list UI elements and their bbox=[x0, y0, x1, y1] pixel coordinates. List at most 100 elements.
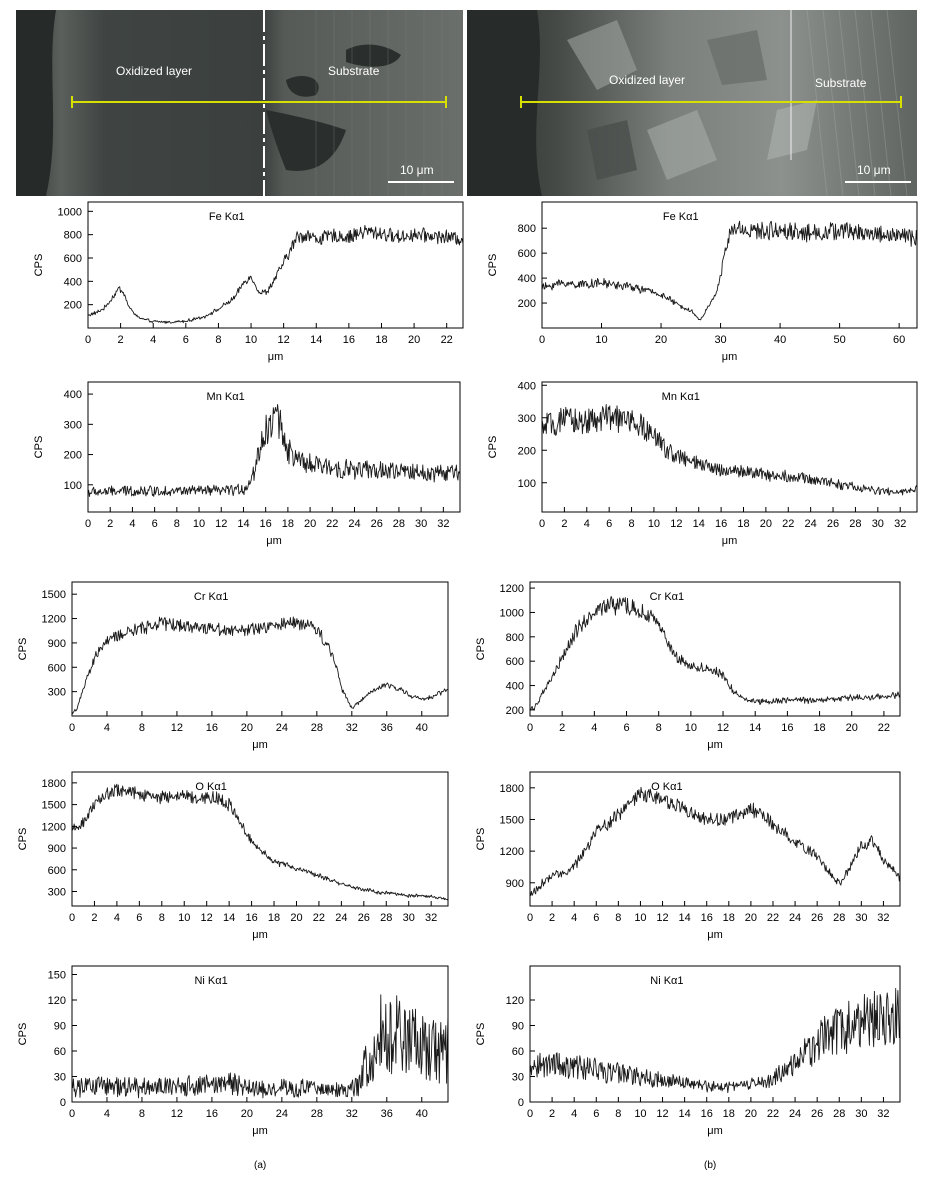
y-tick-label: 200 bbox=[518, 445, 536, 457]
caption-a: (a) bbox=[254, 1160, 267, 1171]
chart-title: Cr Kα1 bbox=[650, 591, 684, 603]
x-tick-label: 0 bbox=[527, 722, 533, 734]
x-tick-label: 32 bbox=[346, 1108, 358, 1120]
y-tick-label: 900 bbox=[48, 843, 66, 855]
x-tick-label: 40 bbox=[416, 1108, 428, 1120]
y-tick-label: 1500 bbox=[42, 589, 66, 601]
x-tick-label: 26 bbox=[827, 518, 839, 530]
x-tick-label: 12 bbox=[278, 334, 290, 346]
y-axis-label: CPS bbox=[17, 828, 29, 851]
x-axis-label: μm bbox=[268, 351, 284, 363]
sem-image-b: Oxidized layer Substrate 10 μm bbox=[467, 10, 917, 196]
x-tick-label: 14 bbox=[223, 912, 235, 924]
y-tick-label: 60 bbox=[512, 1046, 524, 1058]
x-tick-label: 16 bbox=[715, 518, 727, 530]
y-tick-label: 150 bbox=[48, 970, 66, 982]
x-tick-label: 16 bbox=[206, 722, 218, 734]
line-scan-marker-a bbox=[71, 96, 447, 108]
x-tick-label: 40 bbox=[416, 722, 428, 734]
x-tick-label: 22 bbox=[782, 518, 794, 530]
series-line bbox=[529, 988, 901, 1094]
x-tick-label: 2 bbox=[559, 722, 565, 734]
x-tick-label: 16 bbox=[343, 334, 355, 346]
x-tick-label: 6 bbox=[152, 518, 158, 530]
y-tick-label: 1500 bbox=[500, 814, 524, 826]
y-tick-label: 200 bbox=[518, 298, 536, 310]
substrate-label-a: Substrate bbox=[328, 64, 380, 78]
x-tick-label: 60 bbox=[893, 334, 905, 346]
chart-title: O Kα1 bbox=[651, 781, 682, 793]
x-tick-label: 14 bbox=[679, 912, 691, 924]
x-tick-label: 28 bbox=[833, 912, 845, 924]
x-tick-label: 2 bbox=[118, 334, 124, 346]
y-axis-label: CPS bbox=[475, 638, 487, 661]
x-tick-label: 22 bbox=[878, 722, 890, 734]
x-tick-label: 8 bbox=[174, 518, 180, 530]
x-tick-label: 18 bbox=[282, 518, 294, 530]
x-tick-label: 10 bbox=[245, 334, 257, 346]
x-tick-label: 6 bbox=[606, 518, 612, 530]
y-tick-label: 300 bbox=[48, 687, 66, 699]
x-tick-label: 10 bbox=[193, 518, 205, 530]
x-tick-label: 8 bbox=[215, 334, 221, 346]
chart-title: Ni Kα1 bbox=[194, 975, 227, 987]
y-tick-label: 400 bbox=[506, 681, 524, 693]
x-tick-label: 30 bbox=[872, 518, 884, 530]
x-tick-label: 8 bbox=[139, 722, 145, 734]
x-axis-label: μm bbox=[252, 1125, 268, 1137]
x-tick-label: 32 bbox=[877, 1108, 889, 1120]
plot-frame bbox=[541, 381, 918, 513]
x-axis-label: μm bbox=[266, 535, 282, 547]
x-tick-label: 4 bbox=[150, 334, 156, 346]
y-tick-label: 400 bbox=[64, 389, 82, 401]
ni-chart-a: 0 4 8 12 16 20 24 28 32 36 40 0 30 60 90 120 150 Ni Kα1 μm… bbox=[0, 958, 466, 1148]
y-tick-label: 30 bbox=[54, 1072, 66, 1084]
x-tick-label: 18 bbox=[375, 334, 387, 346]
plot-frame bbox=[87, 381, 461, 513]
caption-b: (b) bbox=[704, 1160, 717, 1171]
series-line bbox=[541, 220, 918, 321]
y-axis-label: CPS bbox=[17, 1023, 29, 1046]
x-tick-label: 10 bbox=[648, 518, 660, 530]
series-line bbox=[71, 994, 449, 1099]
x-tick-label: 24 bbox=[805, 518, 817, 530]
sem-texture-a bbox=[16, 10, 463, 196]
x-tick-label: 20 bbox=[846, 722, 858, 734]
x-tick-label: 16 bbox=[245, 912, 257, 924]
x-tick-label: 20 bbox=[304, 518, 316, 530]
x-tick-label: 12 bbox=[171, 1108, 183, 1120]
plot-frame bbox=[87, 201, 464, 329]
y-tick-label: 1800 bbox=[42, 778, 66, 790]
x-tick-label: 8 bbox=[628, 518, 634, 530]
y-tick-label: 600 bbox=[48, 662, 66, 674]
y-tick-label: 300 bbox=[48, 887, 66, 899]
y-tick-label: 1200 bbox=[42, 614, 66, 626]
series-line bbox=[71, 616, 449, 714]
x-tick-label: 0 bbox=[527, 912, 533, 924]
y-tick-label: 100 bbox=[518, 478, 536, 490]
x-tick-label: 12 bbox=[201, 912, 213, 924]
x-tick-label: 4 bbox=[571, 912, 577, 924]
x-tick-label: 4 bbox=[584, 518, 590, 530]
y-tick-label: 800 bbox=[518, 223, 536, 235]
fe-chart-a: 0 2 4 6 8 10 12 14 16 18 20 22 200 400 600 800 1000 Fe Kα… bbox=[0, 196, 466, 372]
x-tick-label: 2 bbox=[549, 1108, 555, 1120]
x-tick-label: 12 bbox=[656, 912, 668, 924]
y-tick-label: 90 bbox=[512, 1021, 524, 1033]
y-tick-label: 1200 bbox=[500, 583, 524, 595]
y-axis-label: CPS bbox=[33, 254, 45, 277]
oxidized-layer-label-b: Oxidized layer bbox=[609, 73, 686, 87]
x-tick-label: 12 bbox=[717, 722, 729, 734]
x-tick-label: 2 bbox=[549, 912, 555, 924]
oxidized-layer-label-a: Oxidized layer bbox=[116, 64, 193, 78]
y-axis-label: CPS bbox=[475, 828, 487, 851]
x-tick-label: 20 bbox=[655, 334, 667, 346]
y-tick-label: 300 bbox=[64, 419, 82, 431]
y-axis-label: CPS bbox=[487, 436, 499, 459]
x-tick-label: 30 bbox=[415, 518, 427, 530]
x-axis-label: μm bbox=[722, 351, 738, 363]
x-axis-label: μm bbox=[722, 535, 738, 547]
y-tick-label: 900 bbox=[506, 878, 524, 890]
x-tick-label: 14 bbox=[679, 1108, 691, 1120]
mn-chart-b: 0 2 4 6 8 10 12 14 16 18 20 22 24 26 28 30 32 100 200 300 40… bbox=[466, 378, 932, 564]
